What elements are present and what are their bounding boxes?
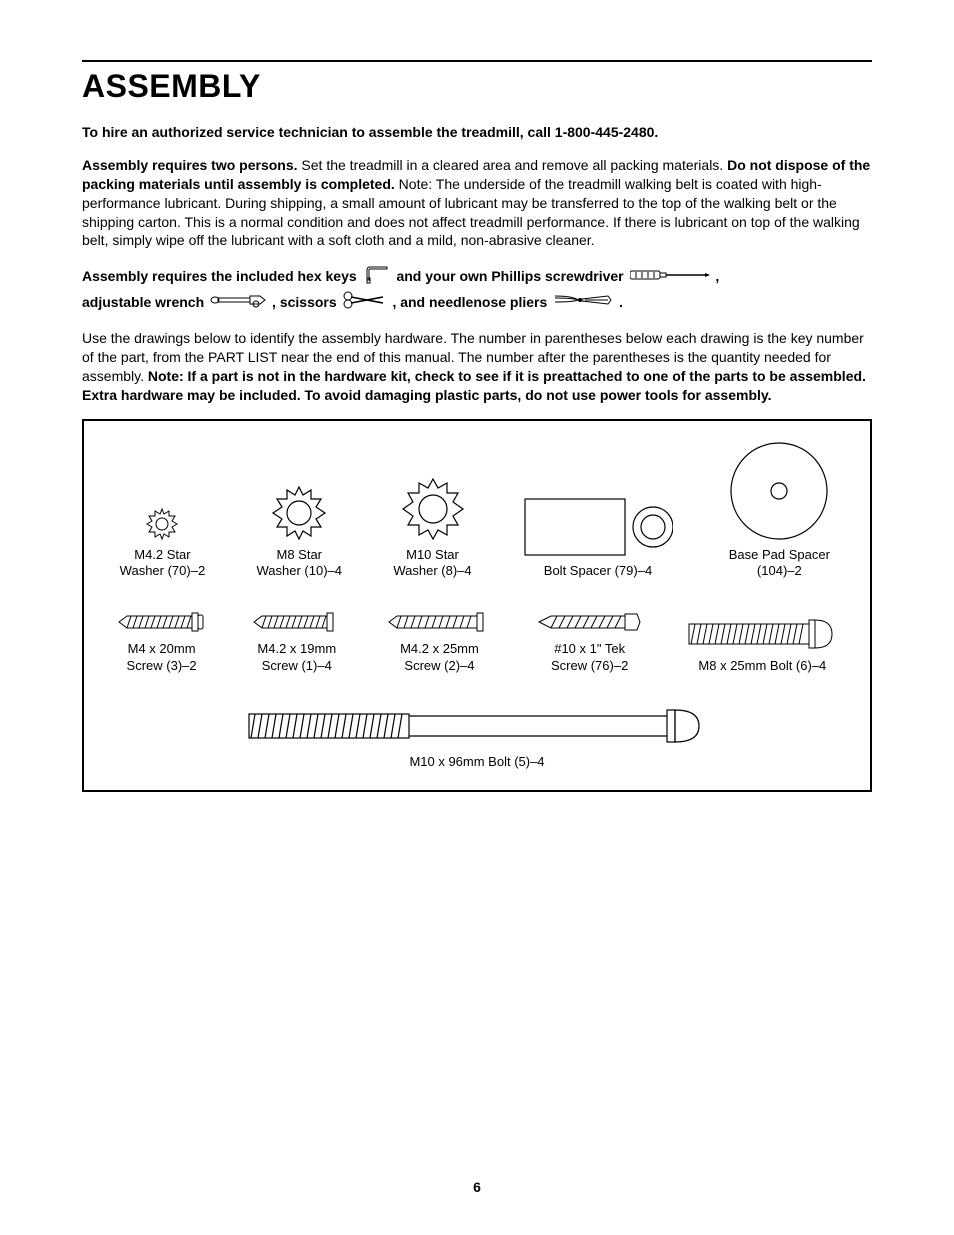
star-washer-med-icon <box>257 485 343 541</box>
hw-m8-star-washer: M8 Star Washer (10)–4 <box>257 485 343 580</box>
hw-label: M4 x 20mm <box>117 641 207 657</box>
page-title: ASSEMBLY <box>82 68 872 105</box>
tools-text-2: and your own Phillips screwdriver <box>396 268 623 284</box>
bolt-spacer-icon <box>523 497 673 557</box>
screw-icon <box>387 609 492 635</box>
hw-bolt-spacer: Bolt Spacer (79)–4 <box>523 497 673 579</box>
hw-label: Washer (70)–2 <box>120 563 206 579</box>
bolt-icon <box>687 616 837 652</box>
hardware-intro: Use the drawings below to identify the a… <box>82 329 872 405</box>
hw-label: Screw (2)–4 <box>387 658 492 674</box>
hw-m42-star-washer: M4.2 Star Washer (70)–2 <box>120 507 206 580</box>
hardware-row-2: M4 x 20mm Screw (3)–2 M4.2 x 19mm Screw … <box>94 609 860 674</box>
hw-m8-25-bolt: M8 x 25mm Bolt (6)–4 <box>687 616 837 674</box>
hw-label: Base Pad Spacer <box>724 547 834 563</box>
hw-label: M10 Star <box>393 547 471 563</box>
hardware-row-1: M4.2 Star Washer (70)–2 M8 Star Washer (… <box>94 441 860 580</box>
hw-label: Screw (76)–2 <box>537 658 642 674</box>
hw-label: #10 x 1" Tek <box>537 641 642 657</box>
hw-label: Screw (1)–4 <box>252 658 342 674</box>
screw-icon <box>252 609 342 635</box>
hardware-box: M4.2 Star Washer (70)–2 M8 Star Washer (… <box>82 419 872 792</box>
hw-label: M8 x 25mm Bolt (6)–4 <box>687 658 837 674</box>
screw-icon <box>117 609 207 635</box>
wrench-icon <box>210 292 270 314</box>
hw-m42-25-screw: M4.2 x 25mm Screw (2)–4 <box>387 609 492 674</box>
hw-label: Bolt Spacer (79)–4 <box>523 563 673 579</box>
intro-text-1: Set the treadmill in a cleared area and … <box>298 157 728 173</box>
tek-screw-icon <box>537 609 642 635</box>
hex-key-icon <box>363 264 391 290</box>
hw-label: Washer (10)–4 <box>257 563 343 579</box>
base-pad-spacer-icon <box>724 441 834 541</box>
hw-label: M4.2 x 19mm <box>252 641 342 657</box>
pliers-icon <box>553 292 613 314</box>
top-rule <box>82 60 872 62</box>
hw-label: M8 Star <box>257 547 343 563</box>
hw-label: M10 x 96mm Bolt (5)–4 <box>247 754 707 770</box>
star-washer-small-icon <box>120 507 206 541</box>
tools-text-3: adjustable wrench <box>82 294 204 310</box>
hw-m10-star-washer: M10 Star Washer (8)–4 <box>393 477 471 580</box>
tools-text-1: Assembly requires the included hex keys <box>82 268 357 284</box>
tools-line: Assembly requires the included hex keys … <box>82 264 872 315</box>
tools-period: . <box>619 294 623 310</box>
intro-bold-1: Assembly requires two persons. <box>82 157 298 173</box>
screwdriver-icon <box>630 266 710 288</box>
hw-label: M4.2 Star <box>120 547 206 563</box>
hw-label: M4.2 x 25mm <box>387 641 492 657</box>
tools-comma-1: , <box>715 268 719 284</box>
tools-text-5: , and needlenose pliers <box>392 294 547 310</box>
hardware-row-3: M10 x 96mm Bolt (5)–4 <box>94 704 860 770</box>
page-number: 6 <box>0 1179 954 1195</box>
hire-line: To hire an authorized service technician… <box>82 123 872 142</box>
hw-base-pad-spacer: Base Pad Spacer (104)–2 <box>724 441 834 580</box>
long-bolt-icon <box>247 704 707 748</box>
intro-paragraph: Assembly requires two persons. Set the t… <box>82 156 872 250</box>
hw-label: (104)–2 <box>724 563 834 579</box>
hw-m10-96-bolt: M10 x 96mm Bolt (5)–4 <box>247 704 707 770</box>
hw-label: Screw (3)–2 <box>117 658 207 674</box>
hw-tek-screw: #10 x 1" Tek Screw (76)–2 <box>537 609 642 674</box>
star-washer-large-icon <box>393 477 471 541</box>
hw-label: Washer (8)–4 <box>393 563 471 579</box>
scissors-icon <box>343 291 387 315</box>
tools-text-4: , scissors <box>272 294 337 310</box>
hw-m4-20-screw: M4 x 20mm Screw (3)–2 <box>117 609 207 674</box>
para3-bold: Note: If a part is not in the hardware k… <box>82 368 866 403</box>
hw-m42-19-screw: M4.2 x 19mm Screw (1)–4 <box>252 609 342 674</box>
